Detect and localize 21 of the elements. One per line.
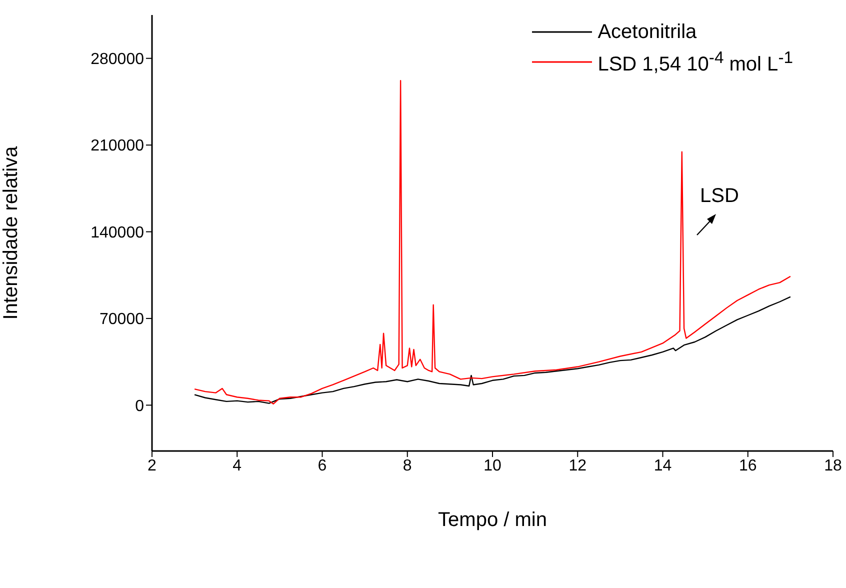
x-tick-label: 8 [402, 457, 412, 474]
x-tick-label: 18 [824, 457, 842, 474]
x-tick-label: 2 [148, 457, 157, 474]
x-tick-label: 12 [568, 457, 587, 474]
y-tick-label: 0 [135, 398, 144, 415]
line-series [194, 296, 792, 404]
line-series [194, 80, 792, 405]
y-tick-label: 210000 [90, 138, 144, 155]
y-tick-label: 140000 [90, 224, 144, 242]
x-tick-label: 6 [318, 457, 327, 474]
y-tick-label: 280000 [90, 51, 144, 68]
x-tick-label: 16 [738, 457, 757, 474]
x-axis-title: Tempo / min [438, 509, 547, 531]
legend-label: Acetonitrila [598, 20, 697, 44]
x-tick-label: 14 [654, 457, 672, 474]
legend-label: LSD 1,54 10$^{-4}$ mol L$^{-1}$ [598, 48, 793, 76]
y-axis-title: Intensidade relativa [0, 145, 22, 320]
x-tick-label: 10 [484, 457, 502, 474]
y-tick-label: 70000 [100, 311, 144, 328]
x-tick-label: 4 [232, 457, 242, 474]
annotation: LSD [700, 185, 739, 207]
